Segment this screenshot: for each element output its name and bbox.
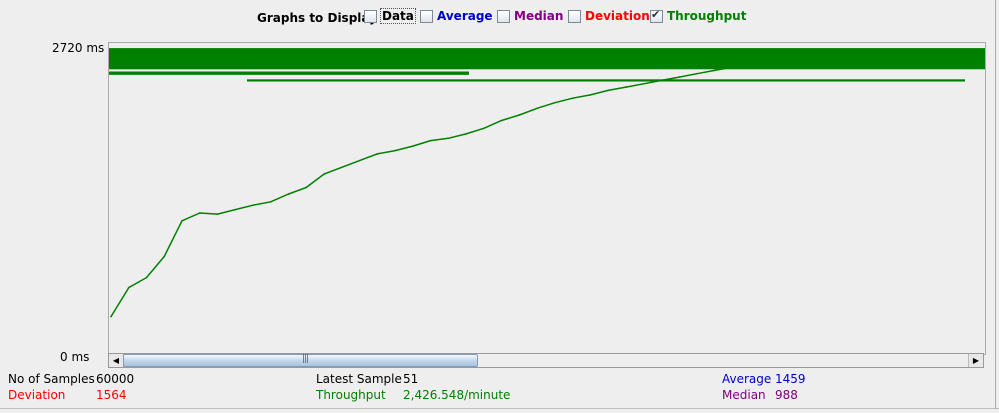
throughput-point <box>110 315 112 318</box>
statistics-panel: No of Samples 60000 Latest Sample 51 Ave… <box>0 372 999 413</box>
throughput-point <box>127 286 130 289</box>
y-axis-min-label: 0 ms <box>60 350 90 364</box>
deviation-checkbox-label[interactable]: Deviation <box>585 9 650 23</box>
throughput-point <box>412 145 414 147</box>
median-checkbox-label[interactable]: Median <box>514 9 564 23</box>
average-checkbox[interactable]: Average <box>420 9 493 23</box>
throughput-point <box>642 82 645 85</box>
throughput-point <box>341 166 343 169</box>
data-checkbox-label[interactable]: Data <box>380 8 416 24</box>
throughput-value: 2,426.548/minute <box>403 388 511 402</box>
throughput-band-2 <box>247 79 965 82</box>
throughput-point <box>891 52 894 54</box>
graphs-to-display-label: Graphs to Display <box>257 11 377 25</box>
graph-options-bar: Graphs to Display Data Average Median De… <box>0 0 999 36</box>
throughput-checkbox-box[interactable] <box>650 8 663 23</box>
throughput-point <box>731 66 734 68</box>
throughput-point <box>802 57 805 59</box>
throughput-point <box>234 208 237 211</box>
throughput-point <box>394 149 396 152</box>
latest-sample-value: 51 <box>403 372 419 386</box>
throughput-point <box>980 49 982 52</box>
throughput-point <box>589 94 592 96</box>
scroll-thumb[interactable] <box>123 354 478 367</box>
throughput-point <box>518 114 521 116</box>
average-value: 1459 <box>775 372 806 386</box>
samples-value: 60000 <box>96 372 135 386</box>
average-checkbox-box[interactable] <box>420 9 433 23</box>
y-axis-max-label: 2720 ms <box>52 41 105 55</box>
throughput-point <box>145 276 148 279</box>
throughput-point <box>252 204 254 206</box>
median-value: 988 <box>775 388 798 402</box>
throughput-checkbox[interactable]: Throughput <box>650 8 747 23</box>
throughput-point <box>216 213 219 215</box>
data-checkbox[interactable]: Data <box>364 8 416 24</box>
throughput-point <box>198 212 201 214</box>
median-checkbox[interactable]: Median <box>497 9 563 23</box>
scroll-left-arrow-icon[interactable]: ◀ <box>109 354 124 367</box>
throughput-line <box>110 49 982 317</box>
throughput-point <box>909 51 911 54</box>
right-divider <box>995 0 996 409</box>
throughput-point <box>820 56 823 58</box>
throughput-point <box>269 201 272 203</box>
throughput-point <box>358 159 361 162</box>
throughput-point <box>713 69 716 72</box>
bottom-divider <box>0 408 999 409</box>
throughput-point <box>305 186 308 189</box>
average-checkbox-label[interactable]: Average <box>437 9 493 23</box>
throughput-point <box>944 50 947 53</box>
throughput-point <box>465 133 467 135</box>
throughput-point <box>500 119 503 122</box>
throughput-point <box>625 86 627 88</box>
throughput-point <box>376 153 379 155</box>
throughput-point <box>749 64 751 66</box>
throughput-band-0 <box>109 48 985 70</box>
throughput-point <box>767 61 769 64</box>
throughput-point <box>554 101 556 104</box>
throughput-checkbox-label[interactable]: Throughput <box>667 9 747 23</box>
throughput-point <box>181 219 183 222</box>
deviation-checkbox-box[interactable] <box>568 9 581 23</box>
deviation-label: Deviation <box>8 388 66 402</box>
throughput-series-line <box>110 49 982 318</box>
throughput-point <box>838 55 840 57</box>
throughput-point <box>287 193 290 195</box>
throughput-label: Throughput <box>316 388 386 402</box>
throughput-point <box>607 89 609 92</box>
horizontal-scrollbar[interactable]: ◀ ▶ <box>108 353 984 368</box>
average-label: Average <box>722 372 772 386</box>
median-label: Median <box>722 388 766 402</box>
data-checkbox-box[interactable] <box>364 9 377 23</box>
throughput-point <box>678 76 680 78</box>
throughput-point <box>962 50 965 52</box>
median-checkbox-box[interactable] <box>497 9 510 23</box>
throughput-top-band <box>109 48 985 82</box>
scroll-right-arrow-icon[interactable]: ▶ <box>968 354 983 367</box>
throughput-point <box>571 97 574 100</box>
samples-label: No of Samples <box>8 372 95 386</box>
latest-sample-label: Latest Sample <box>316 372 402 386</box>
throughput-point <box>429 139 432 142</box>
throughput-point <box>323 173 325 175</box>
throughput-band-1 <box>109 71 469 75</box>
throughput-point <box>163 255 166 258</box>
graph-canvas <box>109 48 985 318</box>
throughput-point <box>483 127 485 130</box>
throughput-graph <box>108 42 986 355</box>
throughput-point <box>855 53 858 56</box>
deviation-value: 1564 <box>96 388 127 402</box>
throughput-point <box>536 107 538 110</box>
throughput-point <box>784 59 787 62</box>
throughput-point <box>447 137 450 140</box>
throughput-point <box>873 52 876 55</box>
throughput-point <box>660 79 663 82</box>
throughput-point <box>926 51 929 53</box>
deviation-checkbox[interactable]: Deviation <box>568 9 650 23</box>
throughput-point <box>696 72 698 75</box>
